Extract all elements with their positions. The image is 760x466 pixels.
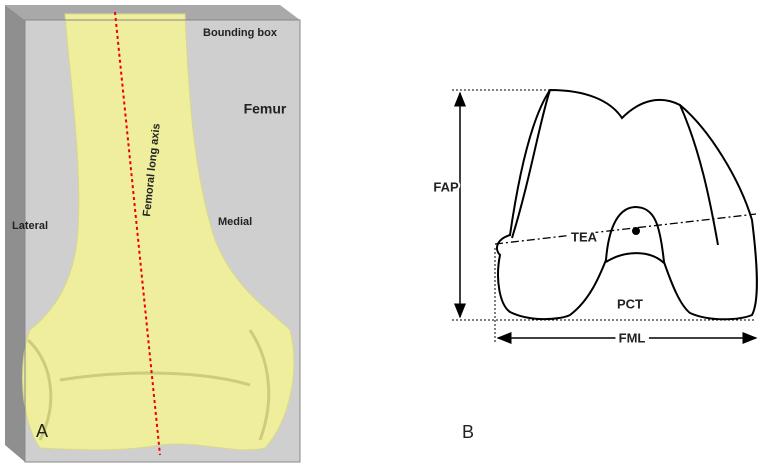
pct-label: PCT xyxy=(617,296,643,311)
lateral-label: Lateral xyxy=(12,220,48,232)
box-label: Bounding box xyxy=(203,27,278,39)
tea-point xyxy=(633,228,640,235)
panel-letter: A xyxy=(36,421,48,441)
medial-label: Medial xyxy=(218,216,252,228)
panel-b xyxy=(452,90,757,342)
figure: Bounding box Femur Femoral long axis Lat… xyxy=(0,0,760,466)
fml-label: FML xyxy=(619,330,646,345)
panel-a: Bounding box Femur Femoral long axis Lat… xyxy=(5,5,300,462)
box-side xyxy=(5,5,25,462)
condyle-outline xyxy=(497,90,757,319)
panel-letter: B xyxy=(462,422,474,442)
condyle-inner xyxy=(512,90,718,263)
tea-label: TEA xyxy=(571,229,598,244)
bone-label: Femur xyxy=(244,101,287,117)
fap-label: FAP xyxy=(433,179,459,194)
